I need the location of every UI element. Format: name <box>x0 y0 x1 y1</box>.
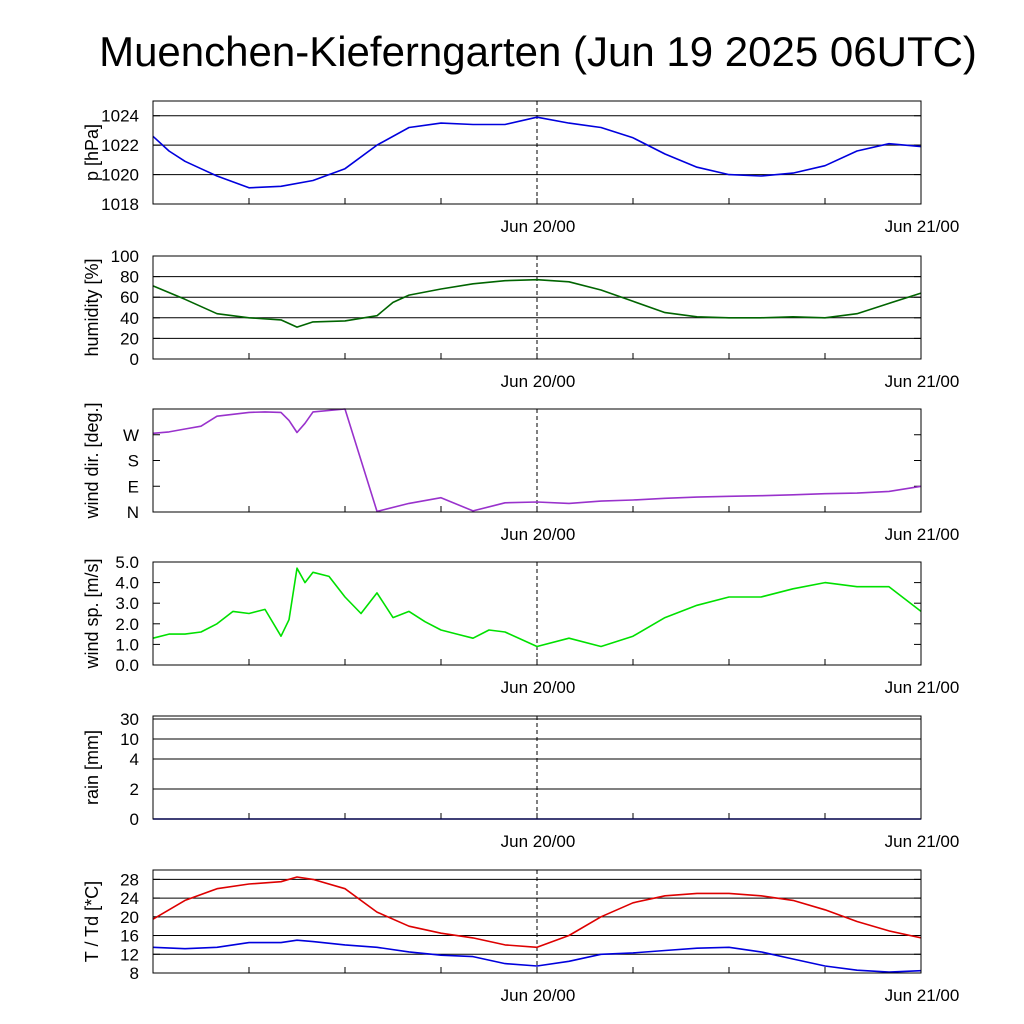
xtick-label-humidity-1: Jun 21/00 <box>885 372 960 391</box>
xtick-label-wind_speed-1: Jun 21/00 <box>885 678 960 697</box>
ylabel-rain: rain [mm] <box>82 730 102 805</box>
plot-frame-humidity <box>152 255 922 360</box>
ytick-label-humidity-4: 80 <box>120 268 139 287</box>
ylabel-wind_speed: wind sp. [m/s] <box>82 558 102 669</box>
ytick-label-rain-3: 10 <box>120 730 139 749</box>
ytick-label-rain-1: 2 <box>130 780 139 799</box>
ylabel-pressure: p [hPa] <box>82 124 102 181</box>
ytick-label-temperature-1: 12 <box>120 945 139 964</box>
ylabel-temperature: T / Td [*C] <box>82 881 102 962</box>
ytick-label-humidity-2: 40 <box>120 309 139 328</box>
xtick-label-wind_speed-0: Jun 20/00 <box>501 678 576 697</box>
plot-frame-temperature <box>152 869 922 974</box>
series-line-temperature-1 <box>152 939 922 973</box>
ytick-label-pressure-3: 1024 <box>101 107 139 126</box>
ytick-label-wind_dir-1: E <box>128 477 139 496</box>
ytick-label-humidity-1: 20 <box>120 329 139 348</box>
plot-frame-wind_dir <box>152 408 922 513</box>
ytick-label-pressure-2: 1022 <box>101 136 139 155</box>
xtick-label-wind_dir-1: Jun 21/00 <box>885 525 960 544</box>
ytick-label-rain-4: 30 <box>120 710 139 729</box>
plot-frame-pressure <box>152 100 922 205</box>
ytick-label-temperature-3: 20 <box>120 908 139 927</box>
panel-pressure: 1018 1020 1022 1024 Jun 20/00 Jun 21/00 p [hPa… <box>82 100 960 236</box>
series-line-wind_speed-0 <box>152 567 922 648</box>
ytick-label-wind_dir-2: S <box>128 452 139 471</box>
xtick-label-rain-1: Jun 21/00 <box>885 832 960 851</box>
ytick-label-temperature-2: 16 <box>120 927 139 946</box>
ytick-label-wind_dir-3: W <box>123 426 139 445</box>
series-line-temperature-0 <box>152 876 922 949</box>
series-line-humidity-0 <box>152 278 922 328</box>
ytick-label-temperature-5: 28 <box>120 870 139 889</box>
xtick-label-temperature-1: Jun 21/00 <box>885 986 960 1005</box>
ytick-label-temperature-0: 8 <box>130 964 139 983</box>
ytick-label-rain-0: 0 <box>130 810 139 829</box>
ylabel-wind_dir: wind dir. [deg.] <box>82 402 102 519</box>
ytick-label-wind_speed-3: 3.0 <box>115 594 139 613</box>
ytick-label-wind_speed-0: 0.0 <box>115 656 139 675</box>
ytick-label-wind_speed-4: 4.0 <box>115 574 139 593</box>
ytick-label-wind_speed-2: 2.0 <box>115 615 139 634</box>
ytick-label-temperature-4: 24 <box>120 889 139 908</box>
xtick-label-rain-0: Jun 20/00 <box>501 832 576 851</box>
ytick-label-pressure-1: 1020 <box>101 166 139 185</box>
ytick-label-humidity-0: 0 <box>130 350 139 369</box>
xtick-label-wind_dir-0: Jun 20/00 <box>501 525 576 544</box>
plot-frame-wind_speed <box>152 561 922 666</box>
ytick-label-humidity-5: 100 <box>111 247 139 266</box>
panel-wind_speed: 0.0 1.02.0 3.04.0 5.0 Jun 20/00 Jun 21/00 wind… <box>82 553 959 697</box>
xtick-label-pressure-0: Jun 20/00 <box>501 217 576 236</box>
xtick-label-humidity-0: Jun 20/00 <box>501 372 576 391</box>
plot-frame-rain <box>152 715 922 820</box>
ytick-label-wind_speed-1: 1.0 <box>115 635 139 654</box>
series-line-pressure-0 <box>152 116 922 189</box>
xtick-label-temperature-0: Jun 20/00 <box>501 986 576 1005</box>
ytick-label-rain-2: 4 <box>130 750 139 769</box>
xtick-label-pressure-1: Jun 21/00 <box>885 217 960 236</box>
ylabel-humidity: humidity [%] <box>82 258 102 356</box>
series-line-wind_dir-0 <box>152 408 922 513</box>
ytick-label-pressure-0: 1018 <box>101 195 139 214</box>
ytick-label-wind_dir-0: N <box>127 503 139 522</box>
ytick-label-wind_speed-5: 5.0 <box>115 553 139 572</box>
chart-title: Muenchen-Kieferngarten (Jun 19 2025 06UT… <box>99 28 977 75</box>
ytick-label-humidity-3: 60 <box>120 288 139 307</box>
